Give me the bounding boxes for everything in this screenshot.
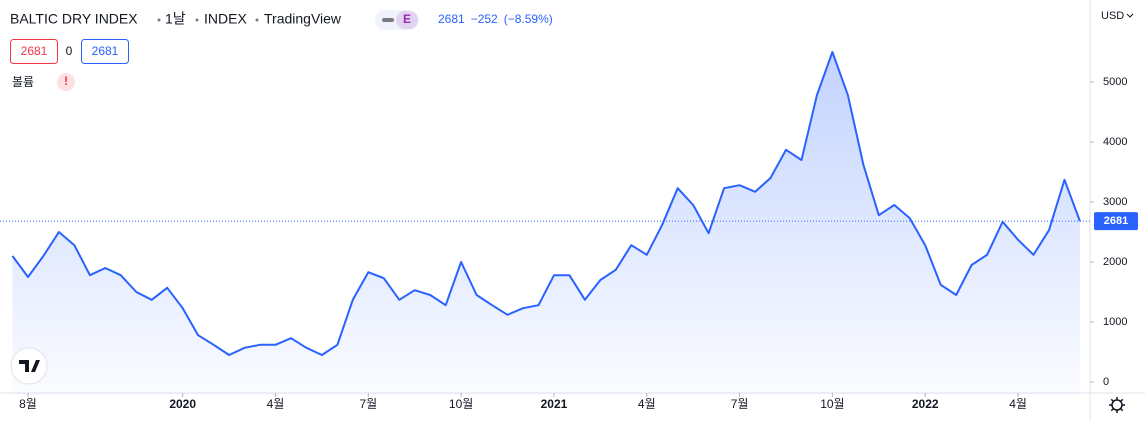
sell-box[interactable] <box>10 39 58 64</box>
area <box>12 52 1080 395</box>
last-price-tag <box>1094 212 1138 231</box>
logo <box>19 360 40 372</box>
x-tick-label: 7월 <box>731 397 749 411</box>
buy-price: 2681 <box>92 44 119 58</box>
x-tick-label: 4월 <box>267 397 285 411</box>
interval: 1날 <box>165 11 186 27</box>
x-tick-label: 10월 <box>820 397 844 411</box>
sell-price: 2681 <box>21 44 48 58</box>
y-tick-label: 4000 <box>1103 136 1127 148</box>
volume-label: 볼륨 <box>12 75 34 89</box>
x-tick-label: 7월 <box>359 397 377 411</box>
y-tick-label: 0 <box>1103 376 1109 388</box>
plot <box>0 51 1090 395</box>
dot <box>195 18 199 22</box>
badge-e: E <box>403 12 411 26</box>
exchange: INDEX <box>204 11 247 27</box>
y-tick-label: 1000 <box>1103 316 1127 328</box>
alert-bg[interactable] <box>57 73 75 91</box>
gear-teeth <box>1109 397 1125 413</box>
x-tick-label: 4월 <box>638 397 656 411</box>
y-tick-label: 3000 <box>1103 196 1127 208</box>
x-tick-label: 8월 <box>19 397 37 411</box>
change: −252 <box>471 12 498 26</box>
x-tick-label: 2022 <box>912 397 939 411</box>
buy-box[interactable] <box>81 39 129 64</box>
dot <box>157 18 161 22</box>
settings[interactable] <box>1109 397 1125 413</box>
y-tick-label: 2000 <box>1103 256 1127 268</box>
y-tick-label: 5000 <box>1103 76 1127 88</box>
last-price: 2681 <box>438 12 465 26</box>
x-tick-label: 2020 <box>169 397 196 411</box>
line <box>11 51 1081 356</box>
last-price-label: 2681 <box>1104 215 1128 227</box>
dot <box>255 18 259 22</box>
x-tick-label: 10월 <box>449 397 473 411</box>
currency[interactable]: USD <box>1101 10 1124 22</box>
x-tick-label: 2021 <box>541 397 568 411</box>
currency-chevron <box>1126 13 1134 18</box>
badge-dash <box>382 18 394 22</box>
source: TradingView <box>264 11 342 27</box>
spread: 0 <box>66 44 73 58</box>
change-pct: (−8.59%) <box>504 12 553 26</box>
alert: ! <box>64 74 68 88</box>
x-tick-label: 4월 <box>1009 397 1027 411</box>
badge-e-bg <box>396 11 418 29</box>
symbol: BALTIC DRY INDEX <box>10 11 138 27</box>
